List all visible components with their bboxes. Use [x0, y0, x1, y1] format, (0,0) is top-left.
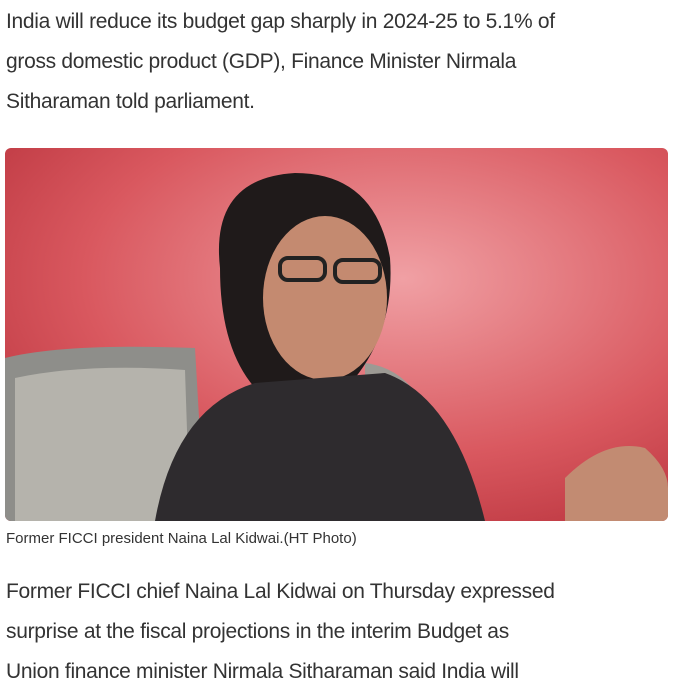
photo-graphic: [5, 148, 668, 521]
text-line: Sitharaman told parliament.: [6, 90, 255, 113]
body-paragraph: Former FICCI chief Naina Lal Kidwai on T…: [6, 572, 555, 692]
text-line: Union finance minister Nirmala Sitharama…: [6, 660, 519, 683]
text-line: gross domestic product (GDP), Finance Mi…: [6, 50, 517, 73]
text-line: surprise at the fiscal projections in th…: [6, 620, 509, 643]
intro-paragraph: India will reduce its budget gap sharply…: [6, 2, 555, 122]
photo: [5, 148, 668, 521]
text-line: India will reduce its budget gap sharply…: [6, 10, 555, 33]
photo-caption: Former FICCI president Naina Lal Kidwai.…: [6, 530, 357, 547]
text-line: Former FICCI chief Naina Lal Kidwai on T…: [6, 580, 555, 603]
